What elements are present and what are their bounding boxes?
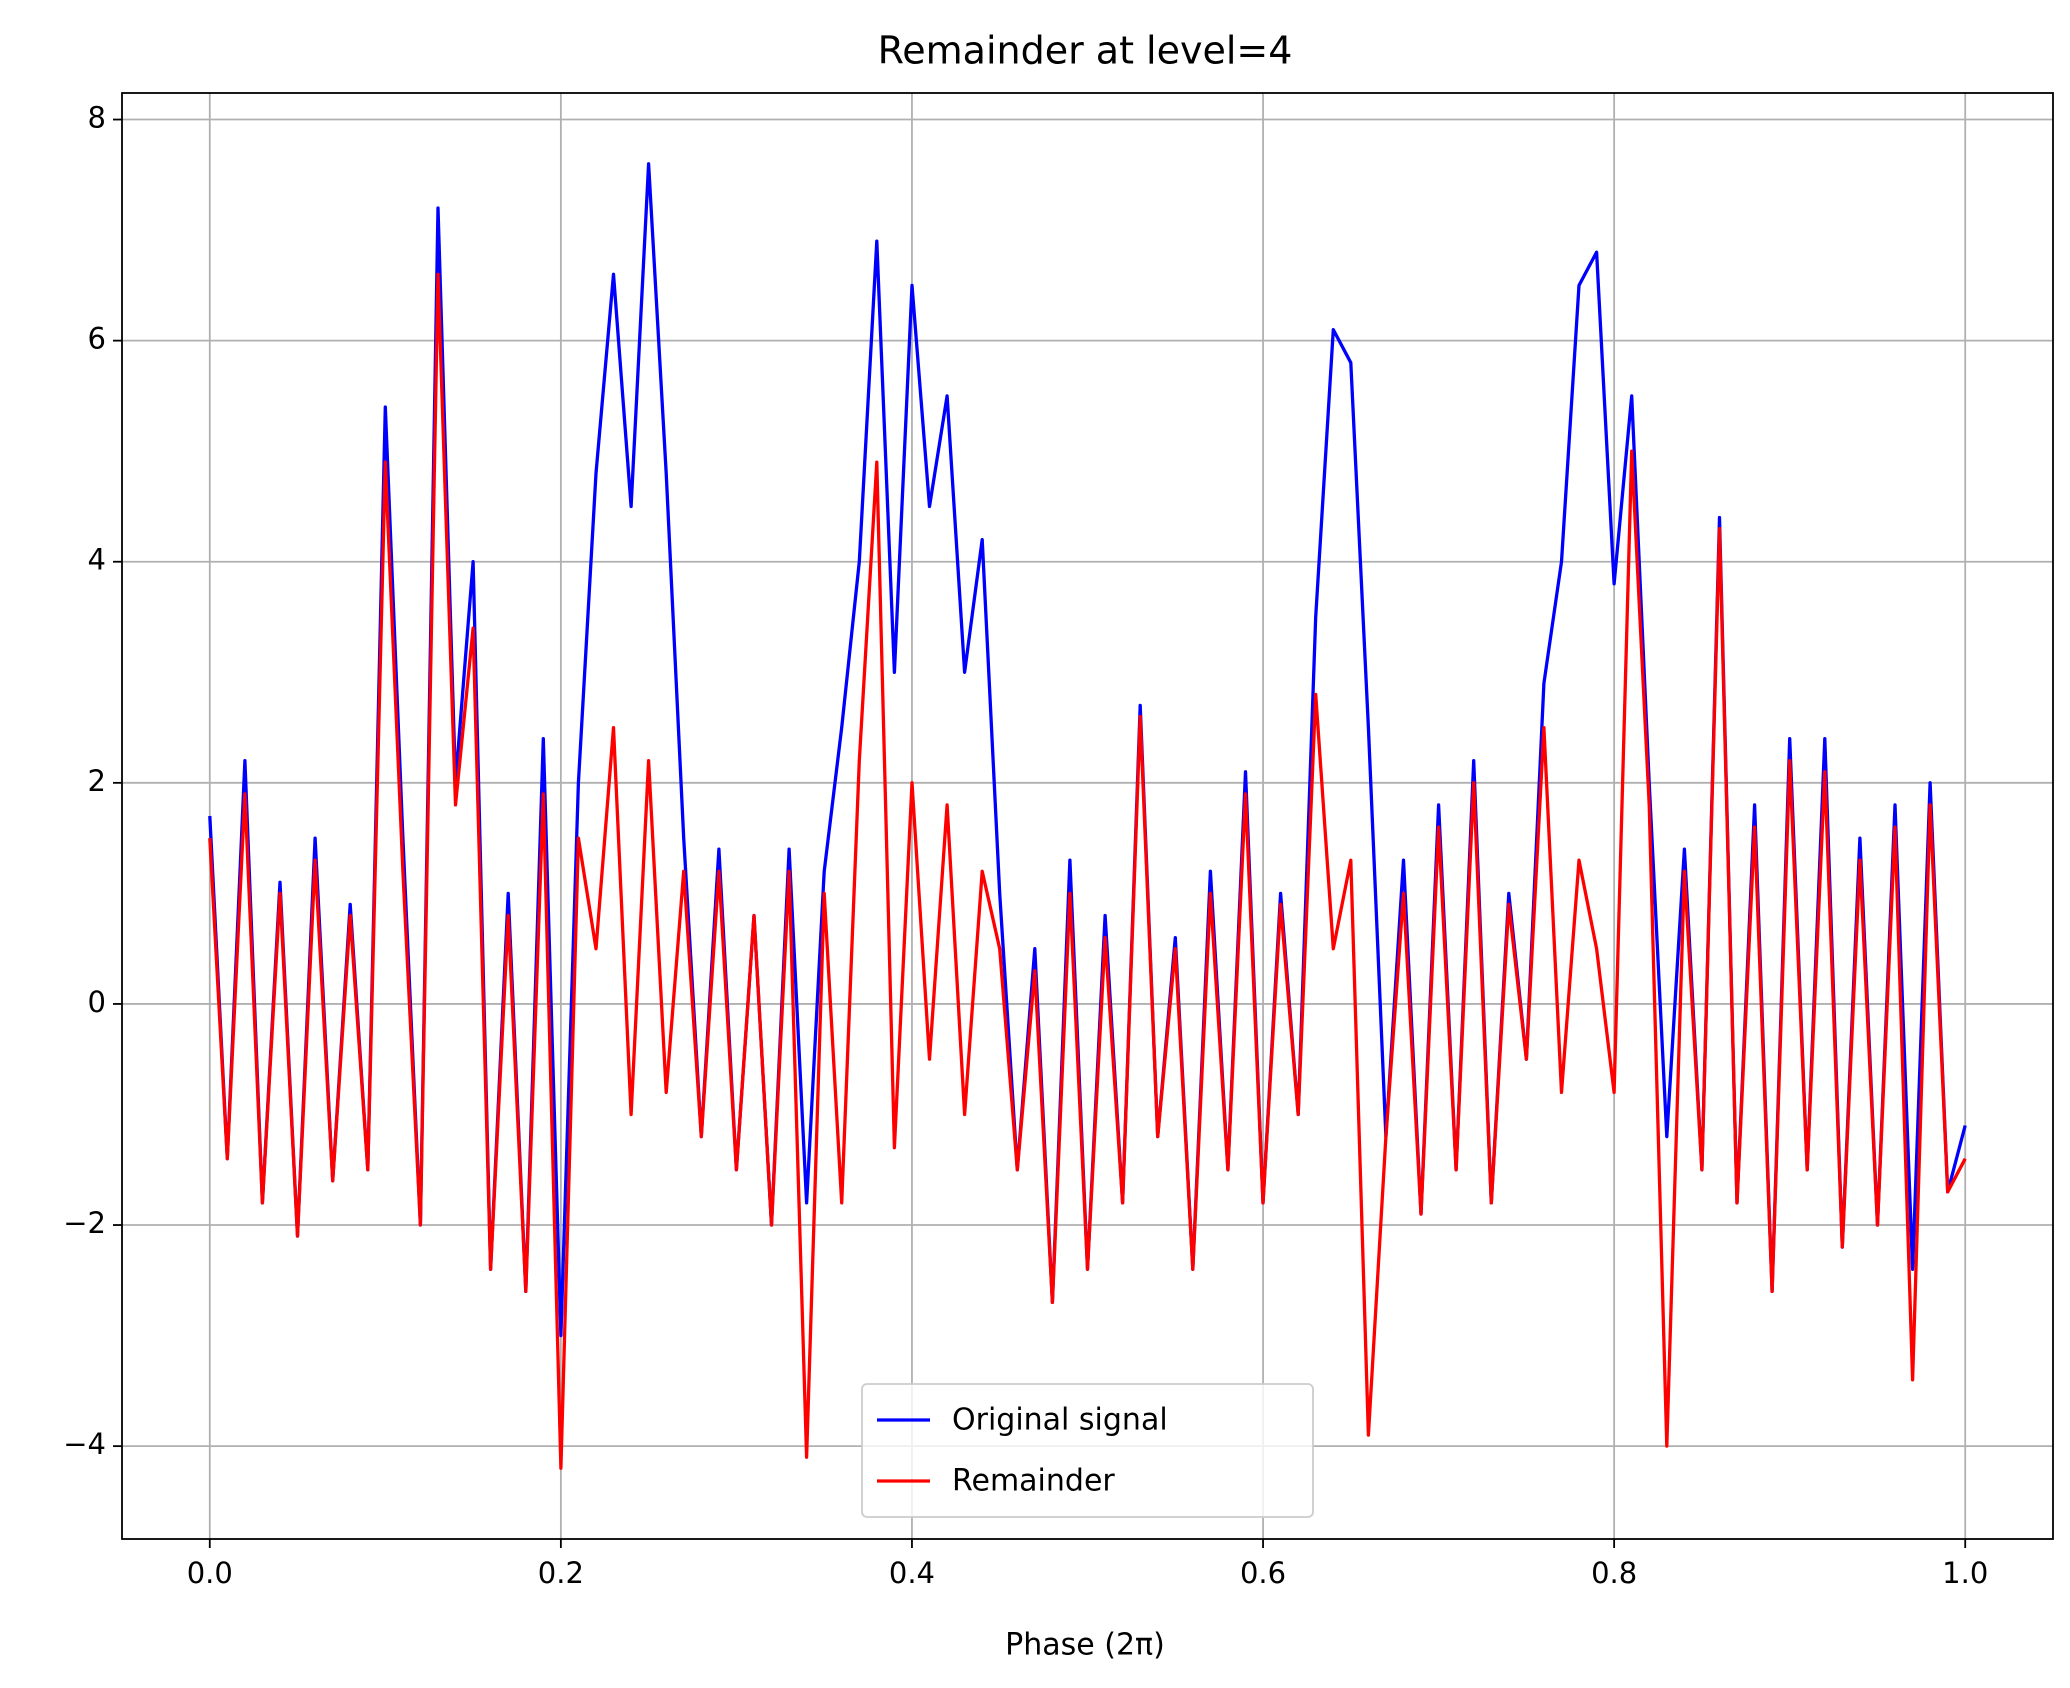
y-tick-label: 6 xyxy=(88,322,106,356)
x-tick-label: 0.4 xyxy=(889,1556,935,1590)
legend-label: Original signal xyxy=(952,1403,1168,1438)
legend: Original signal Remainder xyxy=(861,1383,1314,1518)
x-tick-label: 0.6 xyxy=(1240,1556,1286,1590)
chart-title: Remainder at level=4 xyxy=(878,29,1293,73)
y-tick-label: −4 xyxy=(63,1427,106,1461)
x-tick-label: 0.8 xyxy=(1591,1556,1637,1590)
y-tick-label: 0 xyxy=(88,985,106,1019)
plot-frame xyxy=(121,92,2054,1540)
x-axis-label: Phase (2π) xyxy=(1005,1628,1165,1663)
y-tick-label: −2 xyxy=(63,1206,106,1240)
legend-box xyxy=(861,1383,1314,1518)
y-tick-label: 2 xyxy=(88,764,106,798)
x-tick-label: 1.0 xyxy=(1942,1556,1988,1590)
series-line xyxy=(208,272,1967,1470)
y-tick-label: 8 xyxy=(88,101,106,135)
y-tick-label: 4 xyxy=(88,543,106,577)
legend-label: Remainder xyxy=(952,1464,1115,1499)
x-tick-label: 0.0 xyxy=(187,1556,233,1590)
x-tick-label: 0.2 xyxy=(538,1556,584,1590)
